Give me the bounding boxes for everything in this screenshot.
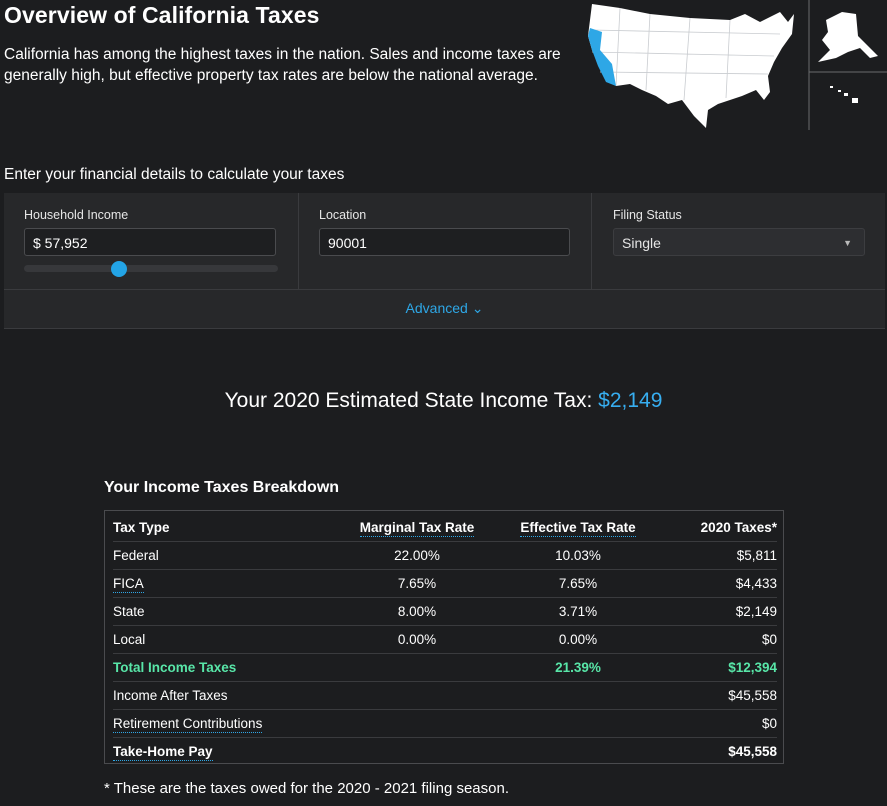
advanced-toggle[interactable]: Advanced ⌄ [405,300,484,316]
marginal-rate: 8.00% [397,604,437,619]
estimate-heading: Your 2020 Estimated State Income Tax: $2… [0,389,887,413]
col-tax-type: Tax Type [113,520,170,535]
california-highlight[interactable] [588,28,616,86]
filing-cell: Filing Status Single ▼ [592,193,885,289]
retirement-value: $0 [761,716,777,731]
take-home-row: Take-Home Pay $45,558 [113,737,777,765]
tax-form: Household Income $ 57,952 Location 90001… [4,193,885,329]
col-taxes: 2020 Taxes* [700,520,777,535]
retirement-label[interactable]: Retirement Contributions [113,716,263,733]
filing-status-value: Single [622,235,661,251]
location-cell: Location 90001 [299,193,592,289]
tax-amount: $2,149 [735,604,777,619]
page-description: California has among the highest taxes i… [4,46,561,84]
table-row: Federal 22.00% 10.03% $5,811 [113,541,777,570]
effective-rate: 3.71% [558,604,598,619]
income-cell: Household Income $ 57,952 [4,193,299,289]
tax-type-local: Local [113,632,146,647]
after-taxes-label: Income After Taxes [113,688,228,703]
location-input[interactable]: 90001 [319,228,570,256]
marginal-rate: 0.00% [397,632,437,647]
page-title: Overview of California Taxes [4,2,320,28]
filing-status-label: Filing Status [613,208,682,222]
estimate-amount: $2,149 [598,389,663,412]
tax-amount: $0 [761,632,777,647]
estimate-text: Your 2020 Estimated State Income Tax: [224,389,599,412]
col-marginal[interactable]: Marginal Tax Rate [359,520,475,537]
income-input[interactable]: $ 57,952 [24,228,276,256]
effective-rate: 7.65% [558,576,598,591]
income-slider-thumb[interactable] [111,261,127,277]
after-taxes-row: Income After Taxes $45,558 [113,681,777,710]
total-taxes: $12,394 [728,660,777,675]
tax-amount: $5,811 [736,548,777,563]
total-label: Total Income Taxes [113,660,237,675]
total-effective-rate: 21.39% [555,660,601,675]
breakdown-table: Tax Type Marginal Tax Rate Effective Tax… [104,510,784,764]
take-home-value: $45,558 [728,744,777,759]
tax-type-federal: Federal [113,548,159,563]
after-taxes-value: $45,558 [728,688,777,703]
marginal-rate: 7.65% [397,576,437,591]
table-row: FICA 7.65% 7.65% $4,433 [113,569,777,598]
income-slider[interactable] [24,265,278,272]
footnote: * These are the taxes owed for the 2020 … [104,780,509,797]
location-label: Location [319,208,367,222]
table-row: Local 0.00% 0.00% $0 [113,625,777,654]
effective-rate: 10.03% [555,548,601,563]
alaska-shape[interactable] [818,12,878,62]
table-header-row: Tax Type Marginal Tax Rate Effective Tax… [113,513,777,542]
col-effective[interactable]: Effective Tax Rate [520,520,636,537]
tax-amount: $4,433 [735,576,777,591]
total-row: Total Income Taxes 21.39% $12,394 [113,653,777,682]
us-map[interactable] [580,0,887,130]
take-home-label[interactable]: Take-Home Pay [113,744,213,761]
table-row: State 8.00% 3.71% $2,149 [113,597,777,626]
retirement-row: Retirement Contributions $0 [113,709,777,738]
marginal-rate: 22.00% [394,548,440,563]
us-mainland-shape[interactable] [588,4,794,128]
tax-type-fica[interactable]: FICA [113,576,144,593]
hawaii-shape[interactable] [830,86,858,103]
advanced-row: Advanced ⌄ [4,289,885,329]
dropdown-caret-icon: ▼ [843,238,852,248]
tax-type-state: State [113,604,145,619]
effective-rate: 0.00% [558,632,598,647]
income-label: Household Income [24,208,129,222]
filing-status-select[interactable]: Single ▼ [613,228,865,256]
breakdown-title: Your Income Taxes Breakdown [104,479,340,496]
calculator-prompt: Enter your financial details to calculat… [4,166,345,183]
